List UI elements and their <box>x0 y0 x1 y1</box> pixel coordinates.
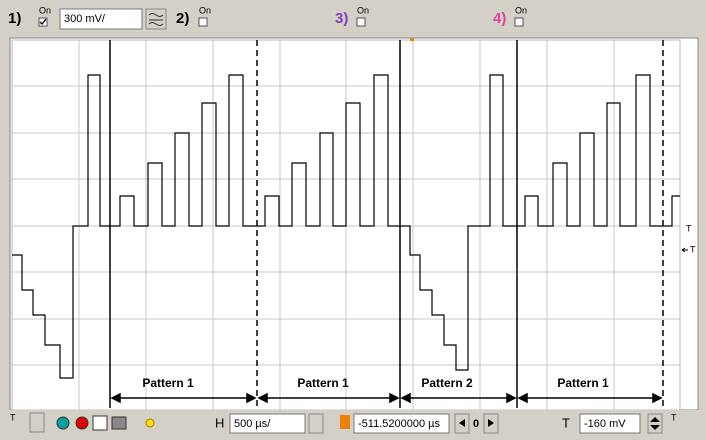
channel-1: 1) On 300 mV/ <box>8 5 167 30</box>
trigger-marker: T <box>690 244 696 254</box>
step-value: 0 <box>473 418 479 430</box>
scale-value: 300 mV/ <box>64 13 106 25</box>
coupling-button[interactable] <box>145 8 167 30</box>
channel-number[interactable]: 1) <box>8 10 21 27</box>
on-checkbox[interactable] <box>356 17 366 27</box>
scale-box[interactable] <box>59 8 143 30</box>
level-spin[interactable] <box>647 413 663 434</box>
on-checkbox[interactable] <box>198 17 208 27</box>
pattern-label: Pattern 1 <box>557 376 609 390</box>
pattern-label: Pattern 1 <box>297 376 349 390</box>
on-checkbox[interactable] <box>514 17 524 27</box>
stop-button[interactable] <box>75 416 89 430</box>
channel-number[interactable]: 4) <box>493 10 506 27</box>
screen <box>9 37 699 411</box>
position-value: -511.5200000 µs <box>358 418 440 430</box>
check <box>39 18 47 25</box>
ground-marker: T <box>686 223 692 233</box>
single-button[interactable] <box>92 415 108 431</box>
zoom-button[interactable] <box>308 413 324 434</box>
trigger-arrow <box>681 247 688 253</box>
channel-number[interactable]: 3) <box>335 10 348 27</box>
h-label: H <box>215 415 224 430</box>
waveform <box>12 74 680 379</box>
t-label: T <box>562 415 570 430</box>
position-box[interactable] <box>353 413 450 434</box>
channel-number[interactable]: 2) <box>176 10 189 27</box>
pattern-label: Pattern 2 <box>421 376 473 390</box>
trigger-level-box[interactable] <box>579 413 641 434</box>
arrow-left <box>459 419 465 427</box>
print-button[interactable] <box>111 416 127 430</box>
right-marker: T <box>671 412 677 422</box>
pattern-markers <box>109 40 664 408</box>
on-label: On <box>39 5 51 15</box>
timebase-value: 500 µs/ <box>234 418 271 430</box>
on-label: On <box>357 5 369 15</box>
trigger-point <box>410 38 414 41</box>
trigger-ref <box>340 415 350 429</box>
timebase-box[interactable] <box>229 413 306 434</box>
on-label: On <box>515 5 527 15</box>
pattern-arrows <box>110 392 663 404</box>
spin-arrows <box>650 417 660 430</box>
channel-2: 2) On <box>176 5 211 27</box>
pattern-label: Pattern 1 <box>142 376 194 390</box>
arrow-right <box>488 419 494 427</box>
channel-4: 4) On <box>493 5 527 27</box>
spin-button[interactable] <box>29 412 45 433</box>
pattern-labels: Pattern 1 Pattern 1 Pattern 2 Pattern 1 <box>142 376 609 390</box>
left-marker: T <box>10 412 16 422</box>
run-button[interactable] <box>56 416 70 430</box>
coupling-icon <box>148 13 164 26</box>
channel-3: 3) On <box>335 5 369 27</box>
on-label: On <box>199 5 211 15</box>
trigger-level-value: -160 mV <box>584 418 626 430</box>
autoscale-button[interactable] <box>145 418 155 428</box>
